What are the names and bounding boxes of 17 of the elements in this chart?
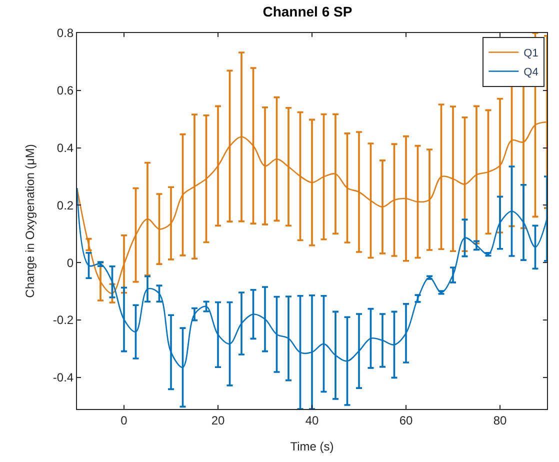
y-tick-label: 0.2 (56, 198, 74, 212)
chart-title: Channel 6 SP (262, 4, 352, 20)
x-tick-label: 0 (120, 413, 128, 428)
legend-label: Q4 (524, 66, 538, 79)
y-tick-label: 0.6 (56, 84, 74, 98)
y-tick-label: 0.4 (56, 141, 74, 156)
x-tick-label: 60 (399, 413, 413, 428)
y-tick-label: -0.2 (52, 313, 74, 328)
x-axis-title: Time (s) (290, 439, 334, 454)
x-tick-label: 20 (211, 413, 225, 428)
legend-label: Q1 (524, 48, 538, 60)
x-tick-label: 80 (493, 413, 507, 428)
y-tick-label: 0.8 (56, 26, 74, 40)
y-tick-label: -0.4 (52, 370, 74, 385)
y-tick-label: 0 (66, 256, 74, 270)
x-tick-label: 40 (305, 413, 319, 428)
y-axis-title: Change in Oxygenation (μM) (23, 144, 38, 298)
